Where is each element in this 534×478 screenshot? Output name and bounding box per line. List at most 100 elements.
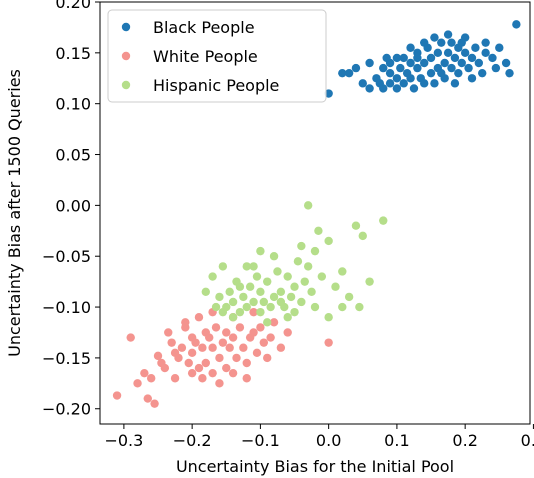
data-point-0-54 xyxy=(501,58,511,68)
data-point-2-51 xyxy=(290,307,299,317)
data-point-0-32 xyxy=(433,48,443,58)
data-point-1-27 xyxy=(208,343,217,352)
data-point-1-0 xyxy=(112,391,122,400)
data-point-1-48 xyxy=(283,328,292,337)
x-tick-label: 0.1 xyxy=(384,431,409,450)
data-point-1-37 xyxy=(239,343,248,352)
data-point-1-33 xyxy=(225,343,234,352)
data-point-2-0 xyxy=(201,287,210,297)
data-point-0-48 xyxy=(471,43,480,52)
data-point-1-5 xyxy=(146,374,156,383)
x-axis-label: Uncertainty Bias for the Initial Pool xyxy=(176,457,454,476)
data-point-0-40 xyxy=(450,53,460,63)
data-point-0-39 xyxy=(447,38,456,47)
data-point-1-41 xyxy=(252,348,262,358)
data-point-2-48 xyxy=(283,313,292,322)
data-point-1-38 xyxy=(242,358,251,368)
data-point-2-36 xyxy=(338,267,347,276)
data-point-1-13 xyxy=(174,353,183,363)
data-point-0-20 xyxy=(406,58,415,68)
data-point-0-0 xyxy=(324,89,333,98)
data-point-2-45 xyxy=(242,262,251,271)
data-point-1-19 xyxy=(191,338,200,347)
legend-label-1: White People xyxy=(153,47,258,66)
data-point-1-28 xyxy=(211,323,221,332)
data-point-0-56 xyxy=(512,20,521,29)
data-point-0-17 xyxy=(399,53,408,63)
data-point-2-29 xyxy=(300,277,309,286)
data-point-2-33 xyxy=(317,272,327,281)
data-point-2-43 xyxy=(303,201,313,210)
data-point-0-29 xyxy=(426,68,436,78)
data-point-2-46 xyxy=(228,313,238,322)
data-point-1-7 xyxy=(153,351,163,361)
data-point-1-58 xyxy=(249,307,258,317)
x-tick-label: −0.2 xyxy=(173,431,212,450)
data-point-0-51 xyxy=(481,48,490,58)
data-point-0-2 xyxy=(344,68,354,78)
data-point-1-44 xyxy=(263,353,272,363)
data-point-1-31 xyxy=(222,328,231,337)
data-point-0-67 xyxy=(437,68,446,78)
data-point-0-21 xyxy=(406,74,415,83)
data-point-1-2 xyxy=(133,379,142,388)
data-point-1-22 xyxy=(198,343,207,352)
data-point-1-14 xyxy=(177,343,187,352)
data-point-1-3 xyxy=(140,368,149,378)
data-point-2-53 xyxy=(269,252,279,261)
legend-marker-0 xyxy=(121,22,131,32)
x-axis: −0.3 −0.2 −0.1 0.0 0.1 0.2 0.3 xyxy=(104,424,534,450)
data-point-1-18 xyxy=(187,348,197,358)
y-tick-label: 0.05 xyxy=(55,146,91,165)
data-point-0-59 xyxy=(443,30,453,39)
data-point-2-3 xyxy=(215,292,224,302)
data-point-0-65 xyxy=(385,58,395,68)
data-point-1-36 xyxy=(235,323,245,332)
data-point-1-52 xyxy=(215,379,224,388)
data-point-0-5 xyxy=(365,84,374,93)
data-point-1-4 xyxy=(143,394,152,403)
legend: Black People White People Hispanic People xyxy=(107,9,327,103)
data-point-2-52 xyxy=(249,262,258,271)
data-point-0-15 xyxy=(392,84,402,93)
data-point-1-59 xyxy=(170,374,180,383)
data-point-0-47 xyxy=(467,53,477,63)
data-point-0-9 xyxy=(379,84,388,93)
y-tick-label: 0.10 xyxy=(55,95,91,114)
data-point-0-63 xyxy=(467,74,477,83)
data-point-0-52 xyxy=(488,53,497,63)
data-point-0-69 xyxy=(491,63,501,73)
data-point-2-32 xyxy=(310,302,320,312)
data-point-2-1 xyxy=(208,272,217,281)
data-point-2-40 xyxy=(358,231,367,241)
legend-label-2: Hispanic People xyxy=(153,76,279,95)
data-point-0-53 xyxy=(495,43,504,52)
data-point-0-31 xyxy=(430,79,439,88)
data-point-0-66 xyxy=(413,53,422,63)
data-point-2-14 xyxy=(252,272,262,281)
data-point-0-1 xyxy=(338,68,347,78)
legend-label-0: Black People xyxy=(153,18,255,37)
data-point-0-6 xyxy=(365,58,374,68)
data-point-2-54 xyxy=(297,241,306,251)
data-point-2-18 xyxy=(263,277,272,286)
data-point-2-59 xyxy=(276,297,286,307)
data-point-0-44 xyxy=(460,48,470,58)
data-point-2-20 xyxy=(269,292,279,302)
data-point-0-26 xyxy=(420,58,429,68)
data-point-2-21 xyxy=(273,267,282,276)
data-point-2-35 xyxy=(331,282,340,291)
data-point-2-41 xyxy=(365,277,374,286)
data-point-0-49 xyxy=(474,58,484,68)
data-point-0-58 xyxy=(430,33,439,42)
data-point-0-42 xyxy=(454,68,463,78)
data-point-1-9 xyxy=(160,363,170,373)
data-point-0-24 xyxy=(413,63,422,73)
data-point-2-42 xyxy=(379,216,388,225)
data-point-2-50 xyxy=(338,302,347,312)
data-point-2-55 xyxy=(324,313,333,322)
data-point-2-16 xyxy=(256,287,265,297)
data-point-0-38 xyxy=(447,63,456,73)
y-tick-label: −0.05 xyxy=(42,247,91,266)
data-point-0-61 xyxy=(392,53,402,63)
